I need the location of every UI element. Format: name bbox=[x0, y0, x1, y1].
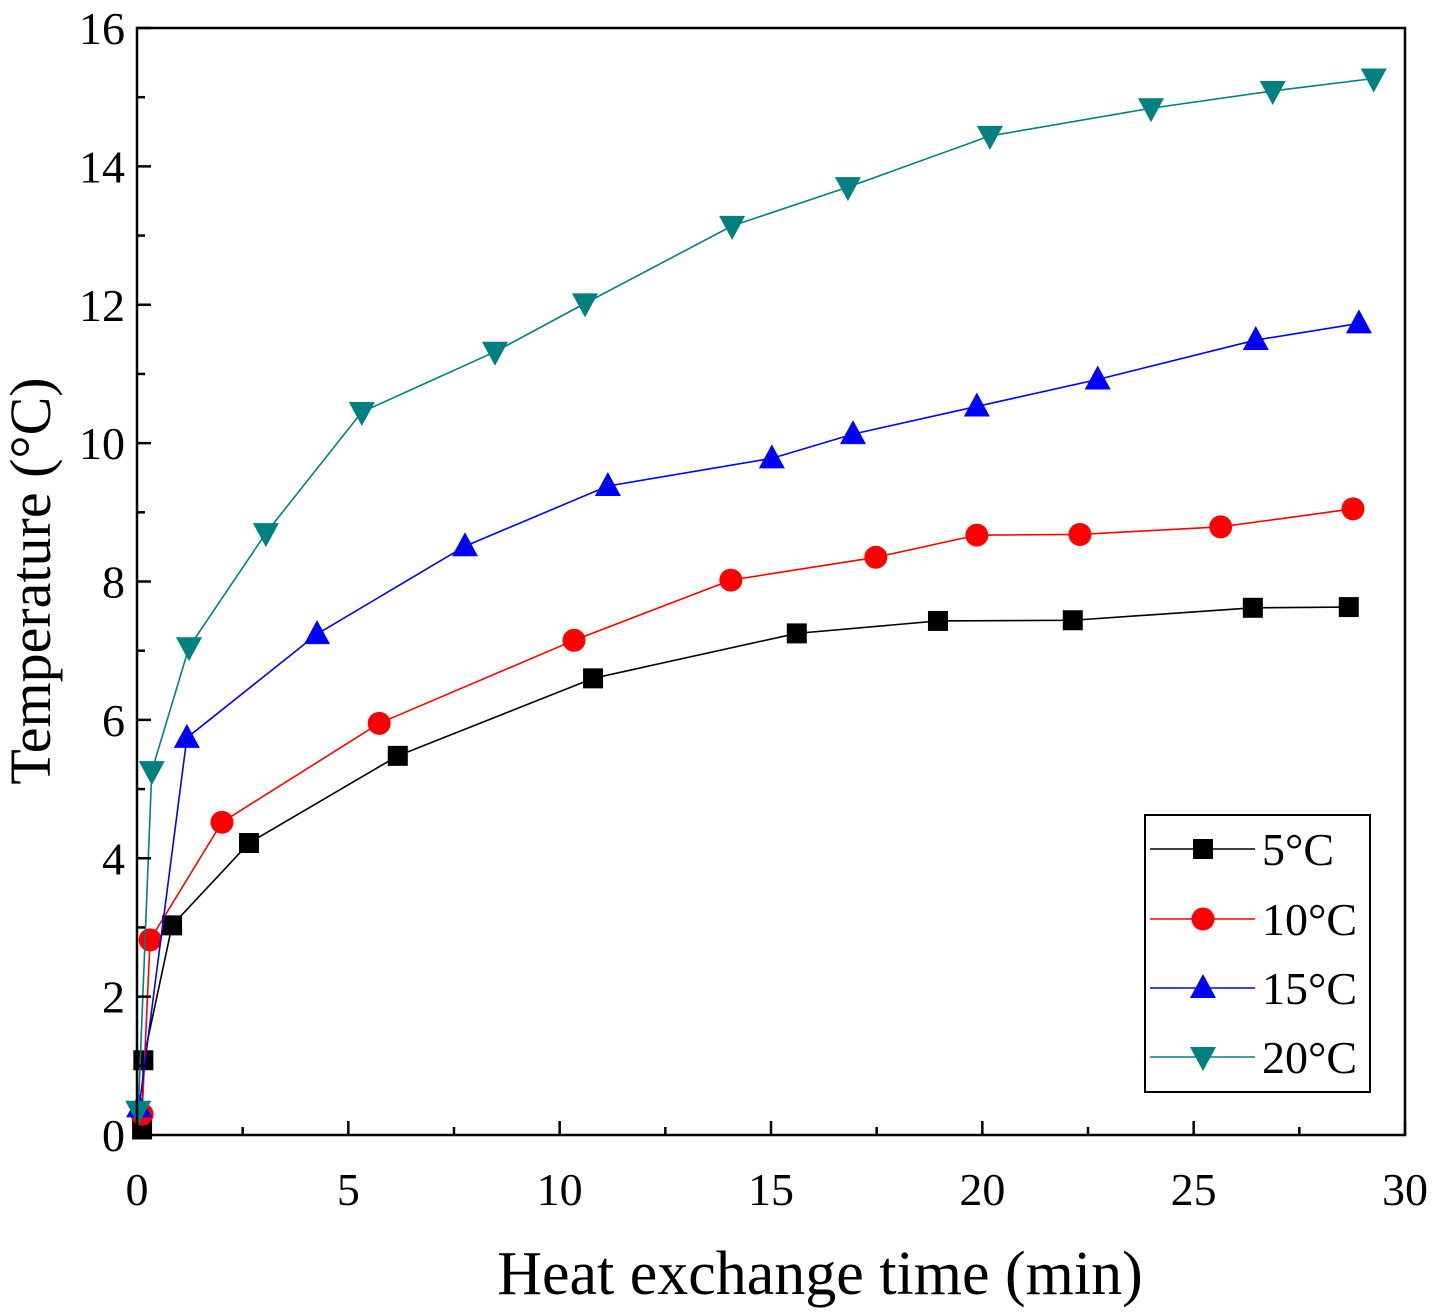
x-tick-label: 30 bbox=[1382, 1164, 1428, 1215]
y-tick-label: 6 bbox=[102, 695, 125, 746]
data-point-marker bbox=[451, 532, 478, 557]
y-tick-label: 12 bbox=[79, 280, 125, 331]
data-point-marker bbox=[1209, 515, 1233, 539]
series-1 bbox=[130, 497, 1365, 1126]
y-tick-label: 4 bbox=[102, 833, 125, 884]
data-point-marker bbox=[138, 928, 162, 952]
series-3 bbox=[125, 68, 1387, 1125]
data-point-marker bbox=[210, 810, 234, 834]
legend-entry: 10°C bbox=[1150, 894, 1357, 945]
legend-marker bbox=[1190, 1047, 1216, 1071]
data-point-marker bbox=[162, 915, 183, 936]
data-point-marker bbox=[786, 623, 807, 644]
data-point-marker bbox=[719, 215, 746, 240]
data-point-marker bbox=[965, 523, 989, 547]
y-tick-label: 14 bbox=[79, 141, 125, 192]
x-tick-label: 15 bbox=[748, 1164, 794, 1215]
data-point-marker bbox=[1062, 610, 1083, 631]
data-point-marker bbox=[839, 420, 866, 445]
data-point-marker bbox=[927, 610, 948, 631]
data-point-marker bbox=[963, 392, 990, 417]
series-2 bbox=[126, 309, 1372, 1118]
legend-marker bbox=[1190, 974, 1216, 998]
data-point-marker bbox=[1242, 326, 1269, 351]
x-tick-label: 0 bbox=[126, 1164, 149, 1215]
x-tick-label: 25 bbox=[1171, 1164, 1217, 1215]
data-point-marker bbox=[1068, 522, 1092, 546]
data-point-marker bbox=[864, 545, 888, 569]
data-point-marker bbox=[719, 568, 743, 592]
y-tick-label: 2 bbox=[102, 972, 125, 1023]
x-tick-label: 10 bbox=[537, 1164, 583, 1215]
data-point-marker bbox=[175, 637, 202, 662]
legend-marker bbox=[1191, 907, 1215, 931]
data-point-marker bbox=[594, 472, 621, 497]
y-tick-label: 8 bbox=[102, 557, 125, 608]
data-point-marker bbox=[1259, 80, 1286, 105]
legend-marker bbox=[1193, 839, 1213, 859]
data-point-marker bbox=[1338, 597, 1359, 618]
data-point-marker bbox=[304, 620, 331, 645]
legend: 5°C 10°C 15°C 20°C bbox=[1144, 814, 1371, 1093]
legend-entry: 5°C bbox=[1150, 824, 1334, 875]
data-point-marker bbox=[583, 668, 604, 689]
legend-label: 15°C bbox=[1262, 963, 1357, 1014]
data-point-marker bbox=[758, 444, 785, 469]
y-tick-label: 0 bbox=[102, 1110, 125, 1161]
legend-label: 20°C bbox=[1262, 1032, 1357, 1083]
legend-box bbox=[1144, 814, 1371, 1093]
y-tick-label: 10 bbox=[79, 418, 125, 469]
legend-entry: 15°C bbox=[1150, 963, 1357, 1014]
series-0 bbox=[132, 597, 1359, 1140]
x-tick-label: 20 bbox=[959, 1164, 1005, 1215]
data-point-marker bbox=[1137, 98, 1164, 123]
data-point-marker bbox=[1345, 309, 1372, 334]
axis-ticks bbox=[135, 26, 1407, 1137]
data-point-marker bbox=[239, 833, 260, 854]
data-point-marker bbox=[138, 761, 165, 786]
data-point-marker bbox=[1360, 68, 1387, 93]
data-point-marker bbox=[367, 711, 391, 735]
data-point-marker bbox=[252, 523, 279, 548]
series-layer bbox=[125, 68, 1387, 1140]
data-point-marker bbox=[1341, 497, 1365, 521]
data-point-marker bbox=[481, 341, 508, 366]
legend-entry: 20°C bbox=[1150, 1032, 1357, 1083]
data-point-marker bbox=[572, 293, 599, 318]
data-point-marker bbox=[173, 723, 200, 748]
legend-label: 5°C bbox=[1262, 824, 1334, 875]
data-point-marker bbox=[976, 125, 1003, 150]
y-axis-title: Temperature (°C) bbox=[0, 377, 63, 784]
x-axis-title: Heat exchange time (min) bbox=[497, 1240, 1143, 1308]
y-tick-label: 16 bbox=[79, 3, 125, 54]
data-point-marker bbox=[834, 177, 861, 202]
data-point-marker bbox=[562, 628, 586, 652]
data-point-marker bbox=[387, 745, 408, 766]
x-tick-label: 5 bbox=[337, 1164, 360, 1215]
data-point-marker bbox=[348, 401, 375, 426]
data-point-marker bbox=[125, 1100, 152, 1125]
data-point-marker bbox=[1242, 597, 1263, 618]
legend-label: 10°C bbox=[1262, 894, 1357, 945]
axis-tick-labels: 0 5 10 15 20 25 30 0 2 4 6 8 10 12 14 16 bbox=[79, 3, 1428, 1215]
data-point-marker bbox=[1084, 365, 1111, 390]
